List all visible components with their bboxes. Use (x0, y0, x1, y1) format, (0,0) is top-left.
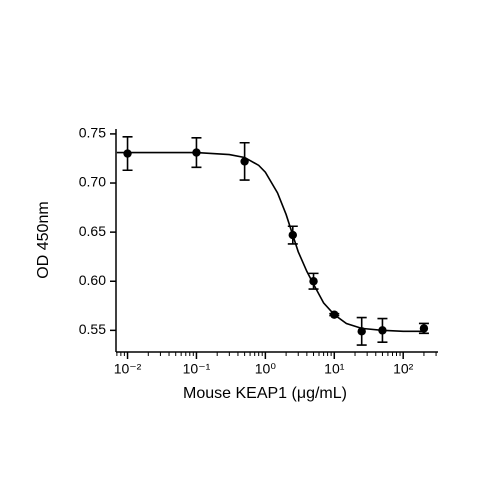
data-point (288, 230, 297, 240)
x-tick-label: 10² (393, 361, 414, 377)
y-tick-label: 0.55 (79, 321, 106, 337)
y-tick-label: 0.70 (79, 174, 106, 190)
x-axis-title: Mouse KEAP1 (μg/mL) (183, 385, 347, 402)
data-point (309, 277, 318, 286)
y-tick-label: 0.75 (79, 125, 106, 141)
y-tick-label: 0.65 (79, 223, 106, 239)
fit-curve (116, 151, 424, 333)
data-point (330, 310, 339, 319)
data-point (240, 157, 249, 166)
y-axis-title: OD 450nm (35, 201, 52, 278)
y-tick-label: 0.60 (79, 272, 106, 288)
data-point (419, 324, 429, 333)
x-tick-label: 10⁻² (114, 361, 142, 377)
x-tick-label: 10⁻¹ (183, 361, 211, 377)
data-point (357, 327, 366, 336)
data-point (378, 326, 387, 335)
x-tick-label: 10¹ (324, 361, 345, 377)
data-point (123, 149, 132, 158)
x-tick-label: 10⁰ (255, 361, 277, 377)
data-point (192, 148, 201, 157)
